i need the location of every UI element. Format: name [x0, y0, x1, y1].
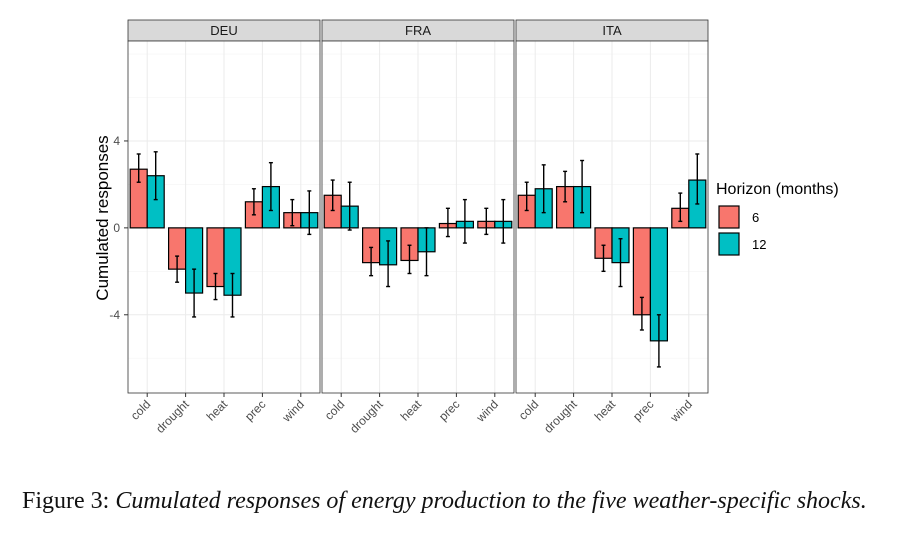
facet-strip-label: DEU [210, 23, 237, 38]
x-tick-label: heat [398, 397, 425, 424]
caption-text: Cumulated responses of energy production… [115, 488, 867, 514]
x-tick-label: cold [516, 397, 541, 422]
x-tick-label: heat [592, 397, 619, 424]
y-axis: 4 0 -4 [109, 134, 128, 322]
error-bar [407, 244, 412, 275]
y-axis-title: Cumulated responses [93, 135, 112, 300]
x-tick-label: prec [436, 397, 462, 423]
error-bar [580, 159, 585, 214]
error-bar [501, 198, 506, 244]
x-tick-label: wind [667, 397, 695, 425]
error-bar [192, 268, 197, 318]
error-bar [268, 161, 273, 212]
x-tick-label: prec [242, 397, 268, 423]
x-tick-label: cold [128, 397, 153, 422]
x-tick-label: wind [279, 397, 307, 425]
error-bar [369, 246, 374, 277]
figure-caption: Figure 3: Cumulated responses of energy … [22, 484, 902, 518]
error-bar [307, 190, 312, 236]
error-bar [347, 181, 352, 231]
error-bar [524, 181, 529, 212]
error-bar [230, 272, 235, 318]
x-tick-label: cold [322, 397, 347, 422]
error-bar [290, 198, 295, 227]
legend: Horizon (months) 6 12 [716, 181, 839, 256]
error-bar [445, 207, 450, 238]
x-tick-label: prec [630, 397, 656, 423]
legend-entry-12: 12 [718, 232, 766, 256]
x-tick-label: drought [347, 397, 386, 436]
error-bar [541, 164, 546, 214]
caption-label: Figure 3: [22, 488, 110, 514]
error-bar [136, 153, 141, 183]
error-bar [462, 198, 467, 244]
x-tick-label: wind [473, 397, 501, 425]
error-bar [618, 238, 623, 288]
error-bar [386, 240, 391, 288]
legend-label: 6 [752, 210, 759, 225]
error-bar [330, 179, 335, 212]
legend-entry-6: 6 [718, 205, 759, 229]
facet-strip-label: FRA [405, 23, 431, 38]
error-bar [175, 255, 180, 283]
error-bar [678, 192, 683, 223]
y-tick-label: 4 [113, 134, 120, 148]
error-bar [639, 296, 644, 331]
error-bar [656, 314, 661, 368]
error-bar [153, 151, 158, 201]
error-bar [424, 227, 429, 277]
legend-swatch [718, 205, 740, 229]
error-bar [695, 153, 700, 205]
x-tick-label: drought [153, 397, 192, 436]
error-bar [251, 188, 256, 216]
error-bar [213, 272, 218, 301]
panel-fra: FRA cold drought heat prec wind [321, 19, 515, 436]
legend-swatch [718, 232, 740, 256]
y-tick-label: 0 [113, 221, 120, 235]
x-tick-label: heat [204, 397, 231, 424]
error-bar [563, 170, 568, 203]
legend-label: 12 [752, 237, 766, 252]
panel-ita: ITA cold drought heat prec wind [515, 19, 709, 436]
legend-title: Horizon (months) [716, 181, 839, 198]
y-tick-label: -4 [109, 308, 120, 322]
error-bar [484, 207, 489, 236]
error-bar [601, 244, 606, 273]
facet-strip-label: ITA [602, 23, 622, 38]
panel-deu: DEU cold drought heat prec wind [127, 19, 321, 436]
x-tick-label: drought [541, 397, 580, 436]
